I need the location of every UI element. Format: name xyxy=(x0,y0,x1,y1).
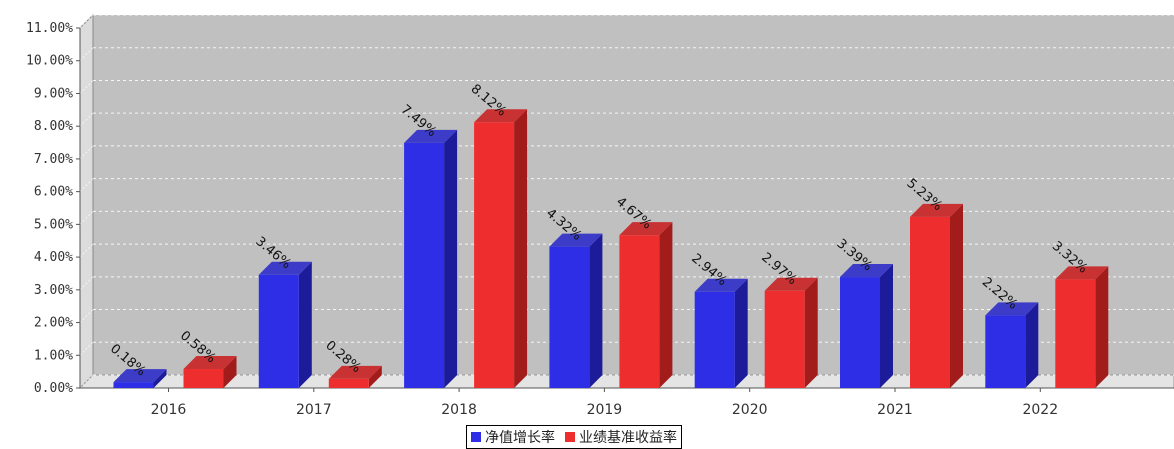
bar xyxy=(183,369,224,388)
bar xyxy=(619,235,660,388)
y-tick-label: 3.00% xyxy=(34,283,73,298)
gridline-side xyxy=(79,211,94,225)
bar xyxy=(764,290,805,388)
gridline-side xyxy=(79,145,94,160)
y-tick-label: 0.00% xyxy=(34,381,73,396)
x-tick-label: 2022 xyxy=(1022,402,1058,418)
y-tick-label: 11.00% xyxy=(26,21,73,36)
legend-swatch-blue xyxy=(471,432,481,442)
gridline-side xyxy=(79,112,94,127)
bar xyxy=(404,142,445,388)
bar-top xyxy=(1055,266,1109,280)
bar-side xyxy=(659,222,673,388)
bar-top xyxy=(764,277,818,291)
bar-side xyxy=(444,129,458,388)
gridline-side xyxy=(79,309,94,323)
bar xyxy=(985,315,1026,388)
y-tick-label: 6.00% xyxy=(34,185,73,200)
bar-top xyxy=(474,109,528,123)
legend-swatch-red xyxy=(565,432,575,442)
bar xyxy=(328,378,369,388)
y-tick-label: 5.00% xyxy=(34,217,73,232)
legend: 净值增长率 业绩基准收益率 xyxy=(466,425,682,449)
bar-side xyxy=(804,277,818,388)
gridline-side xyxy=(79,276,94,291)
bar-side xyxy=(514,109,528,388)
bar xyxy=(258,274,299,388)
bar xyxy=(474,122,515,388)
bar-top xyxy=(694,278,748,292)
y-tick-label: 8.00% xyxy=(34,119,73,134)
bar-side xyxy=(880,264,893,388)
x-tick-label: 2021 xyxy=(877,402,913,418)
gridline-side xyxy=(79,178,94,192)
y-tick-label: 4.00% xyxy=(34,250,73,265)
bar xyxy=(549,246,590,388)
y-tick-label: 9.00% xyxy=(34,86,73,101)
gridline-side xyxy=(79,341,94,356)
bar-top xyxy=(549,233,603,247)
y-tick-label: 1.00% xyxy=(34,348,73,363)
legend-label-nav-growth: 净值增长率 xyxy=(485,430,555,446)
x-tick-label: 2019 xyxy=(587,402,623,418)
bar-top xyxy=(910,203,963,217)
legend-label-benchmark: 业绩基准收益率 xyxy=(579,430,677,446)
bar-side xyxy=(589,233,603,388)
legend-item-nav-growth: 净值增长率 xyxy=(471,427,555,447)
bar xyxy=(113,382,154,388)
bar-side xyxy=(223,356,237,388)
bar-side xyxy=(368,365,382,388)
bar-side xyxy=(153,369,167,388)
bar xyxy=(694,291,735,388)
bar xyxy=(840,277,880,388)
legend-item-benchmark: 业绩基准收益率 xyxy=(565,427,677,447)
bar-top xyxy=(258,261,312,275)
bar-top xyxy=(328,365,382,379)
bar-side xyxy=(298,261,312,388)
x-tick-label: 2017 xyxy=(296,402,332,418)
bar-top xyxy=(840,264,893,278)
bar xyxy=(910,216,950,388)
gridline-side xyxy=(79,374,94,389)
bar-side xyxy=(1095,266,1109,388)
bar-top xyxy=(985,302,1039,316)
y-tick-label: 10.00% xyxy=(26,54,73,69)
gridline-side xyxy=(79,80,94,94)
bar-top xyxy=(404,129,458,143)
bar-side xyxy=(950,203,963,388)
x-tick-label: 2018 xyxy=(441,402,477,418)
bar-top xyxy=(183,356,237,370)
bar xyxy=(1055,279,1096,388)
bar-side xyxy=(734,278,748,388)
bar-top xyxy=(113,369,167,383)
y-tick-label: 2.00% xyxy=(34,316,73,331)
gridline-side xyxy=(79,47,94,62)
x-tick-label: 2016 xyxy=(151,402,187,418)
bar-side xyxy=(1025,302,1039,388)
bar-top xyxy=(619,222,673,236)
gridline-side xyxy=(79,14,94,29)
plot-left-wall xyxy=(79,13,94,390)
y-tick-label: 7.00% xyxy=(34,152,73,167)
x-tick-label: 2020 xyxy=(732,402,768,418)
gridline-side xyxy=(79,243,94,258)
